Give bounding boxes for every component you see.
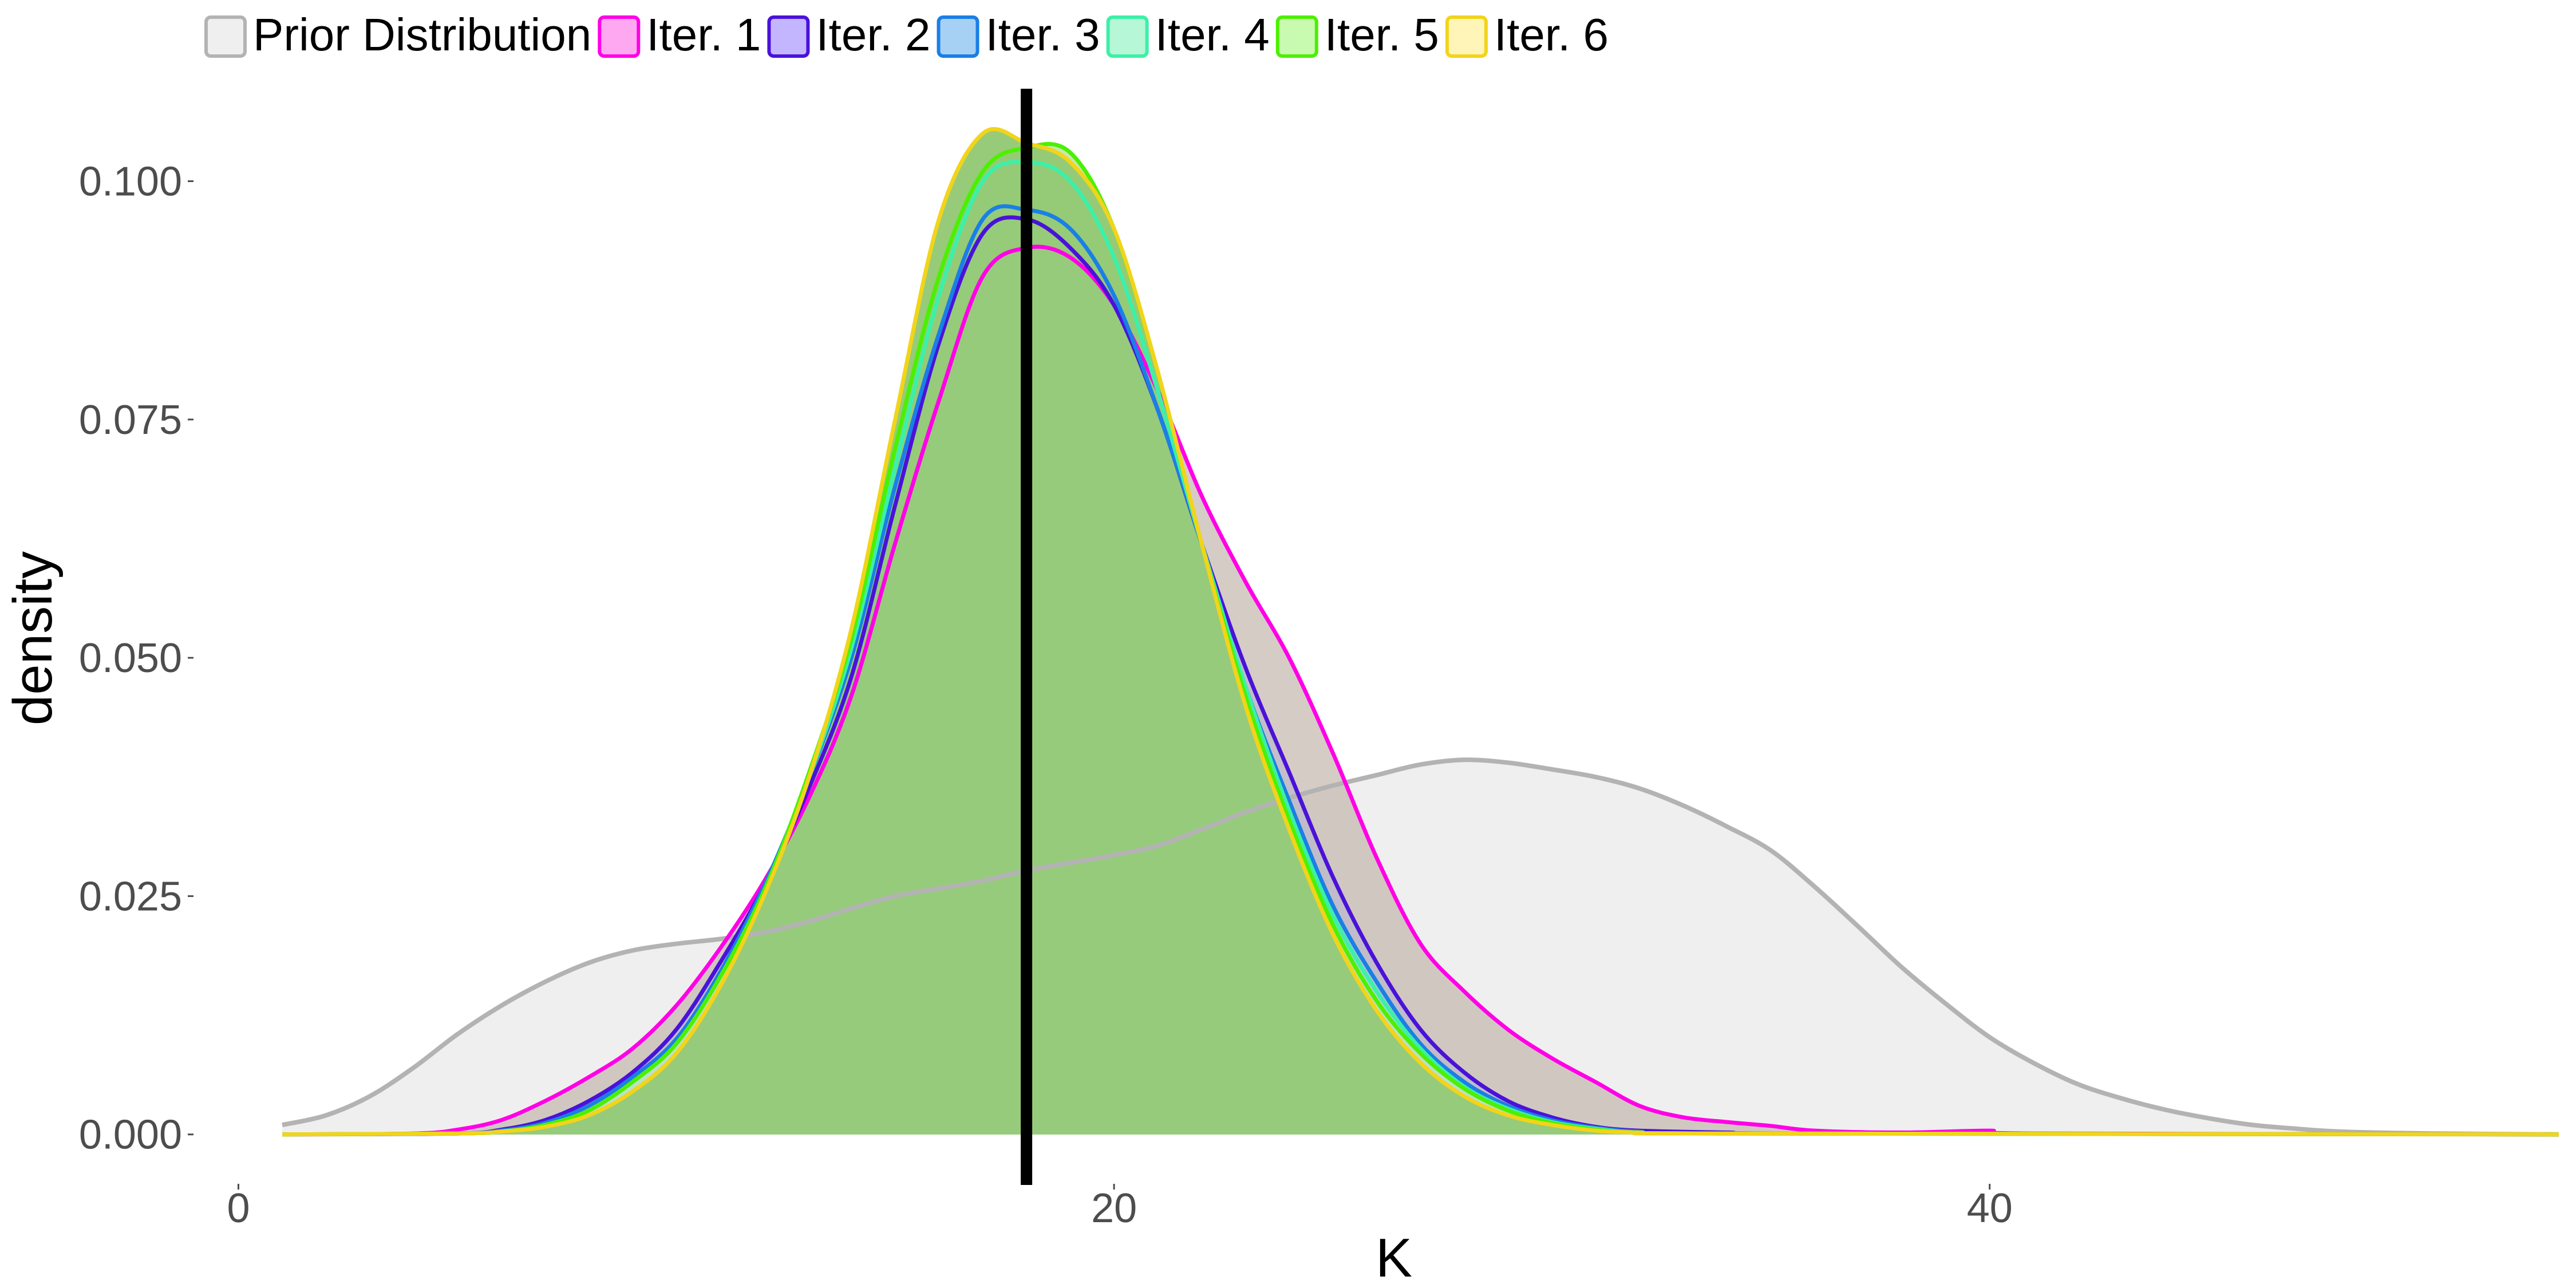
legend-swatch bbox=[1106, 15, 1149, 58]
legend-item-iter-5: Iter. 5 bbox=[1275, 9, 1439, 60]
density-areas bbox=[282, 129, 2559, 1135]
y-tick-label: 0.025 bbox=[79, 874, 182, 919]
axes: 0.000 0.025 0.050 0.075 0.100 0 20 40 bbox=[79, 159, 2013, 1231]
legend-swatch bbox=[204, 15, 247, 58]
line-prior-distribution bbox=[282, 757, 2559, 1137]
x-tick-label: 0 bbox=[227, 1186, 250, 1231]
legend-item-iter-3: Iter. 3 bbox=[937, 9, 1100, 60]
legend-item-iter-1: Iter. 1 bbox=[598, 9, 761, 60]
x-axis-title: K bbox=[1376, 1227, 1412, 1288]
legend-label: Iter. 1 bbox=[646, 9, 761, 60]
legend-item-prior-distribution: Prior Distribution bbox=[204, 9, 591, 60]
y-tick-label: 0.075 bbox=[79, 397, 182, 443]
x-tick-label: 20 bbox=[1091, 1186, 1137, 1231]
area-overlap bbox=[282, 129, 2559, 1135]
legend: Prior Distribution Iter. 1 Iter. 2 Iter. 3 I… bbox=[204, 9, 1609, 60]
y-tick-label: 0.000 bbox=[79, 1112, 182, 1158]
legend-swatch bbox=[598, 15, 641, 58]
legend-swatch bbox=[767, 15, 810, 58]
legend-label: Iter. 2 bbox=[816, 9, 930, 60]
y-axis-title: density bbox=[2, 551, 64, 725]
legend-label: Iter. 6 bbox=[1494, 9, 1609, 60]
legend-item-iter-2: Iter. 2 bbox=[767, 9, 931, 60]
legend-label: Iter. 5 bbox=[1325, 9, 1439, 60]
legend-label: Iter. 3 bbox=[986, 9, 1100, 60]
line-iter-1 bbox=[282, 244, 2559, 1137]
y-tick-label: 0.100 bbox=[79, 159, 182, 205]
legend-label: Iter. 4 bbox=[1155, 9, 1270, 60]
legend-swatch bbox=[937, 15, 979, 58]
line-iter-6 bbox=[282, 127, 2559, 1137]
density-lines bbox=[282, 127, 2559, 1137]
legend-swatch bbox=[1445, 15, 1488, 58]
y-tick-label: 0.050 bbox=[79, 635, 182, 681]
x-tick-label: 40 bbox=[1967, 1186, 2013, 1231]
legend-swatch bbox=[1275, 15, 1318, 58]
legend-item-iter-6: Iter. 6 bbox=[1445, 9, 1609, 60]
legend-item-iter-4: Iter. 4 bbox=[1106, 9, 1270, 60]
legend-label: Prior Distribution bbox=[253, 9, 591, 60]
